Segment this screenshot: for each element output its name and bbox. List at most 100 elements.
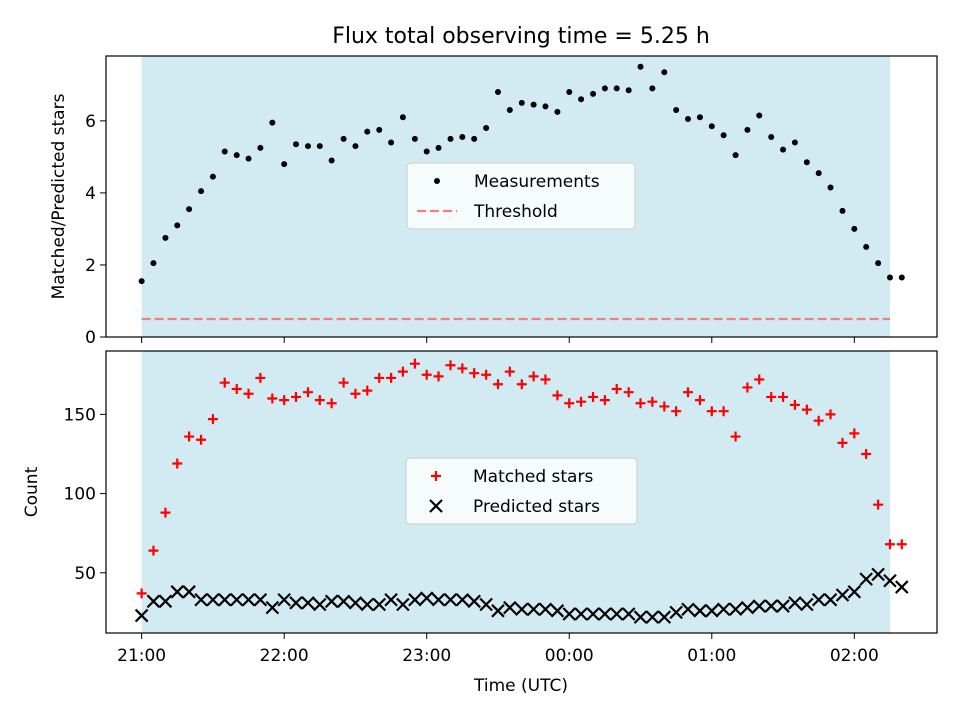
predicted-point — [728, 602, 743, 617]
matched-point — [861, 448, 872, 459]
measurement-point — [304, 143, 311, 150]
predicted-point — [408, 592, 422, 607]
measurement-point — [198, 188, 205, 195]
matched-point — [267, 393, 278, 404]
matched-point — [314, 395, 325, 406]
predicted-point — [598, 607, 612, 621]
matched-point — [896, 539, 907, 550]
predicted-point — [515, 602, 529, 617]
matched-point — [302, 387, 313, 398]
measurement-point — [744, 126, 751, 133]
predicted-point — [455, 592, 470, 607]
matched-point — [504, 366, 515, 377]
predicted-point — [740, 600, 755, 615]
matched-point — [528, 371, 539, 382]
matched-point — [362, 385, 373, 396]
predicted-point — [823, 592, 838, 607]
predicted-point — [681, 602, 695, 617]
predicted-point — [871, 567, 885, 582]
predicted-point — [336, 594, 351, 609]
y-tick-label: 4 — [85, 184, 96, 204]
matched-point — [813, 415, 824, 426]
matched-point — [255, 372, 266, 383]
predicted-point — [693, 604, 707, 618]
measurement-point — [875, 260, 882, 267]
measurement-point — [399, 114, 406, 121]
predicted-point — [645, 610, 660, 624]
matched-point — [433, 371, 444, 382]
legend: Measurements Threshold — [406, 162, 636, 230]
matched-point — [397, 366, 408, 377]
measurement-point — [791, 139, 798, 146]
predicted-point — [229, 592, 244, 607]
measurement-point — [803, 159, 810, 166]
top-panel: 0 2 4 6 Matched/Predicted stars Measurements T… — [49, 55, 938, 348]
measurement-point — [506, 107, 513, 114]
axes-frame — [105, 55, 938, 338]
predicted-point — [289, 596, 303, 610]
predicted-point — [443, 592, 458, 607]
measurement-point — [328, 157, 335, 164]
matched-point — [599, 395, 610, 406]
predicted-point — [431, 592, 446, 607]
measurement-point — [411, 135, 418, 142]
matched-point — [849, 428, 860, 439]
series-1 — [138, 63, 905, 285]
predicted-point — [621, 607, 636, 621]
predicted-point — [764, 599, 779, 613]
predicted-point — [324, 594, 339, 609]
matched-point — [694, 395, 705, 406]
predicted-point — [265, 600, 280, 615]
measurement-point — [316, 143, 323, 150]
predicted-point — [479, 597, 493, 612]
y-axis-label: Count — [22, 466, 42, 517]
predicted-point — [526, 602, 541, 617]
matched-point — [148, 545, 159, 556]
predicted-point — [609, 607, 624, 621]
matched-point — [219, 377, 230, 388]
measurement-point — [720, 132, 727, 139]
measurement-point — [815, 170, 822, 177]
axes-frame — [105, 350, 938, 634]
measurement-point — [649, 85, 656, 92]
predicted-point — [301, 596, 315, 610]
measurement-point — [459, 134, 466, 141]
predicted-point — [550, 604, 565, 618]
measurement-point — [162, 234, 169, 241]
predicted-point — [883, 573, 897, 588]
y-tick-label: 100 — [64, 485, 96, 505]
matched-point — [588, 391, 599, 402]
matched-point — [291, 391, 302, 402]
legend-label: Measurements — [474, 172, 600, 192]
measurement-point — [340, 135, 347, 142]
predicted-point — [538, 602, 553, 617]
series-2 — [134, 567, 909, 624]
matched-point — [374, 372, 385, 383]
predicted-point — [859, 572, 873, 586]
legend-box — [405, 457, 638, 525]
matched-point — [789, 399, 800, 410]
measurement-point — [613, 85, 620, 92]
predicted-point — [800, 597, 814, 612]
y-tick-label: 2 — [85, 256, 96, 276]
predicted-point — [586, 607, 600, 621]
matched-point — [576, 396, 587, 407]
predicted-point — [206, 592, 220, 607]
predicted-point — [895, 580, 909, 594]
x-axis-label: Time (UTC) — [473, 676, 568, 696]
predicted-point — [574, 607, 588, 621]
matched-point — [730, 431, 741, 442]
measurement-point — [601, 85, 608, 92]
y-tick-label: 50 — [74, 564, 96, 584]
y-tick-label: 6 — [85, 112, 96, 132]
measurement-point — [696, 114, 703, 121]
measurement-point — [863, 243, 870, 250]
predicted-point — [788, 596, 802, 610]
matched-point — [492, 379, 503, 390]
measurement-point — [673, 107, 680, 114]
matched-point — [409, 358, 420, 369]
measurement-point — [554, 108, 561, 115]
matched-point — [647, 396, 658, 407]
matched-point — [469, 368, 480, 379]
predicted-point — [158, 594, 173, 609]
